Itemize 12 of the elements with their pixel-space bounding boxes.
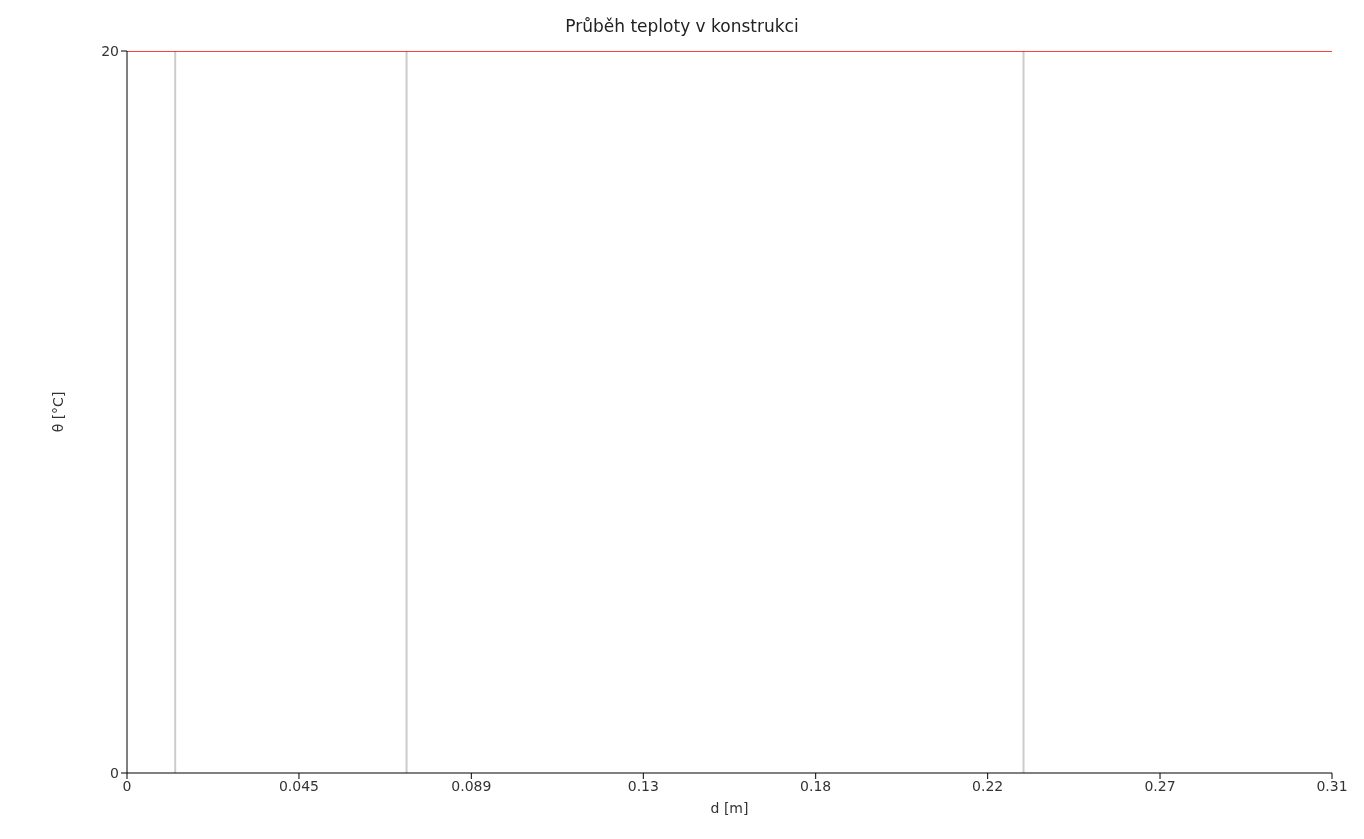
x-tick-label: 0.089 — [451, 777, 492, 794]
x-tick-label: 0.045 — [278, 777, 320, 794]
x-tick-label: 0.31 — [1316, 777, 1348, 794]
x-tick-label: 0.13 — [627, 777, 659, 794]
chart-title: Průběh teploty v konstrukci — [564, 16, 800, 36]
x-tick-label: 0.27 — [1144, 777, 1176, 794]
x-tick-label: 0.22 — [972, 777, 1004, 794]
x-axis-title: d [m] — [710, 800, 749, 816]
y-axis-title: θ [°C] — [49, 391, 66, 433]
x-tick-label: 0.18 — [800, 777, 832, 794]
x-tick-label: 0 — [122, 777, 132, 794]
y-tick-label: 20 — [101, 42, 119, 59]
